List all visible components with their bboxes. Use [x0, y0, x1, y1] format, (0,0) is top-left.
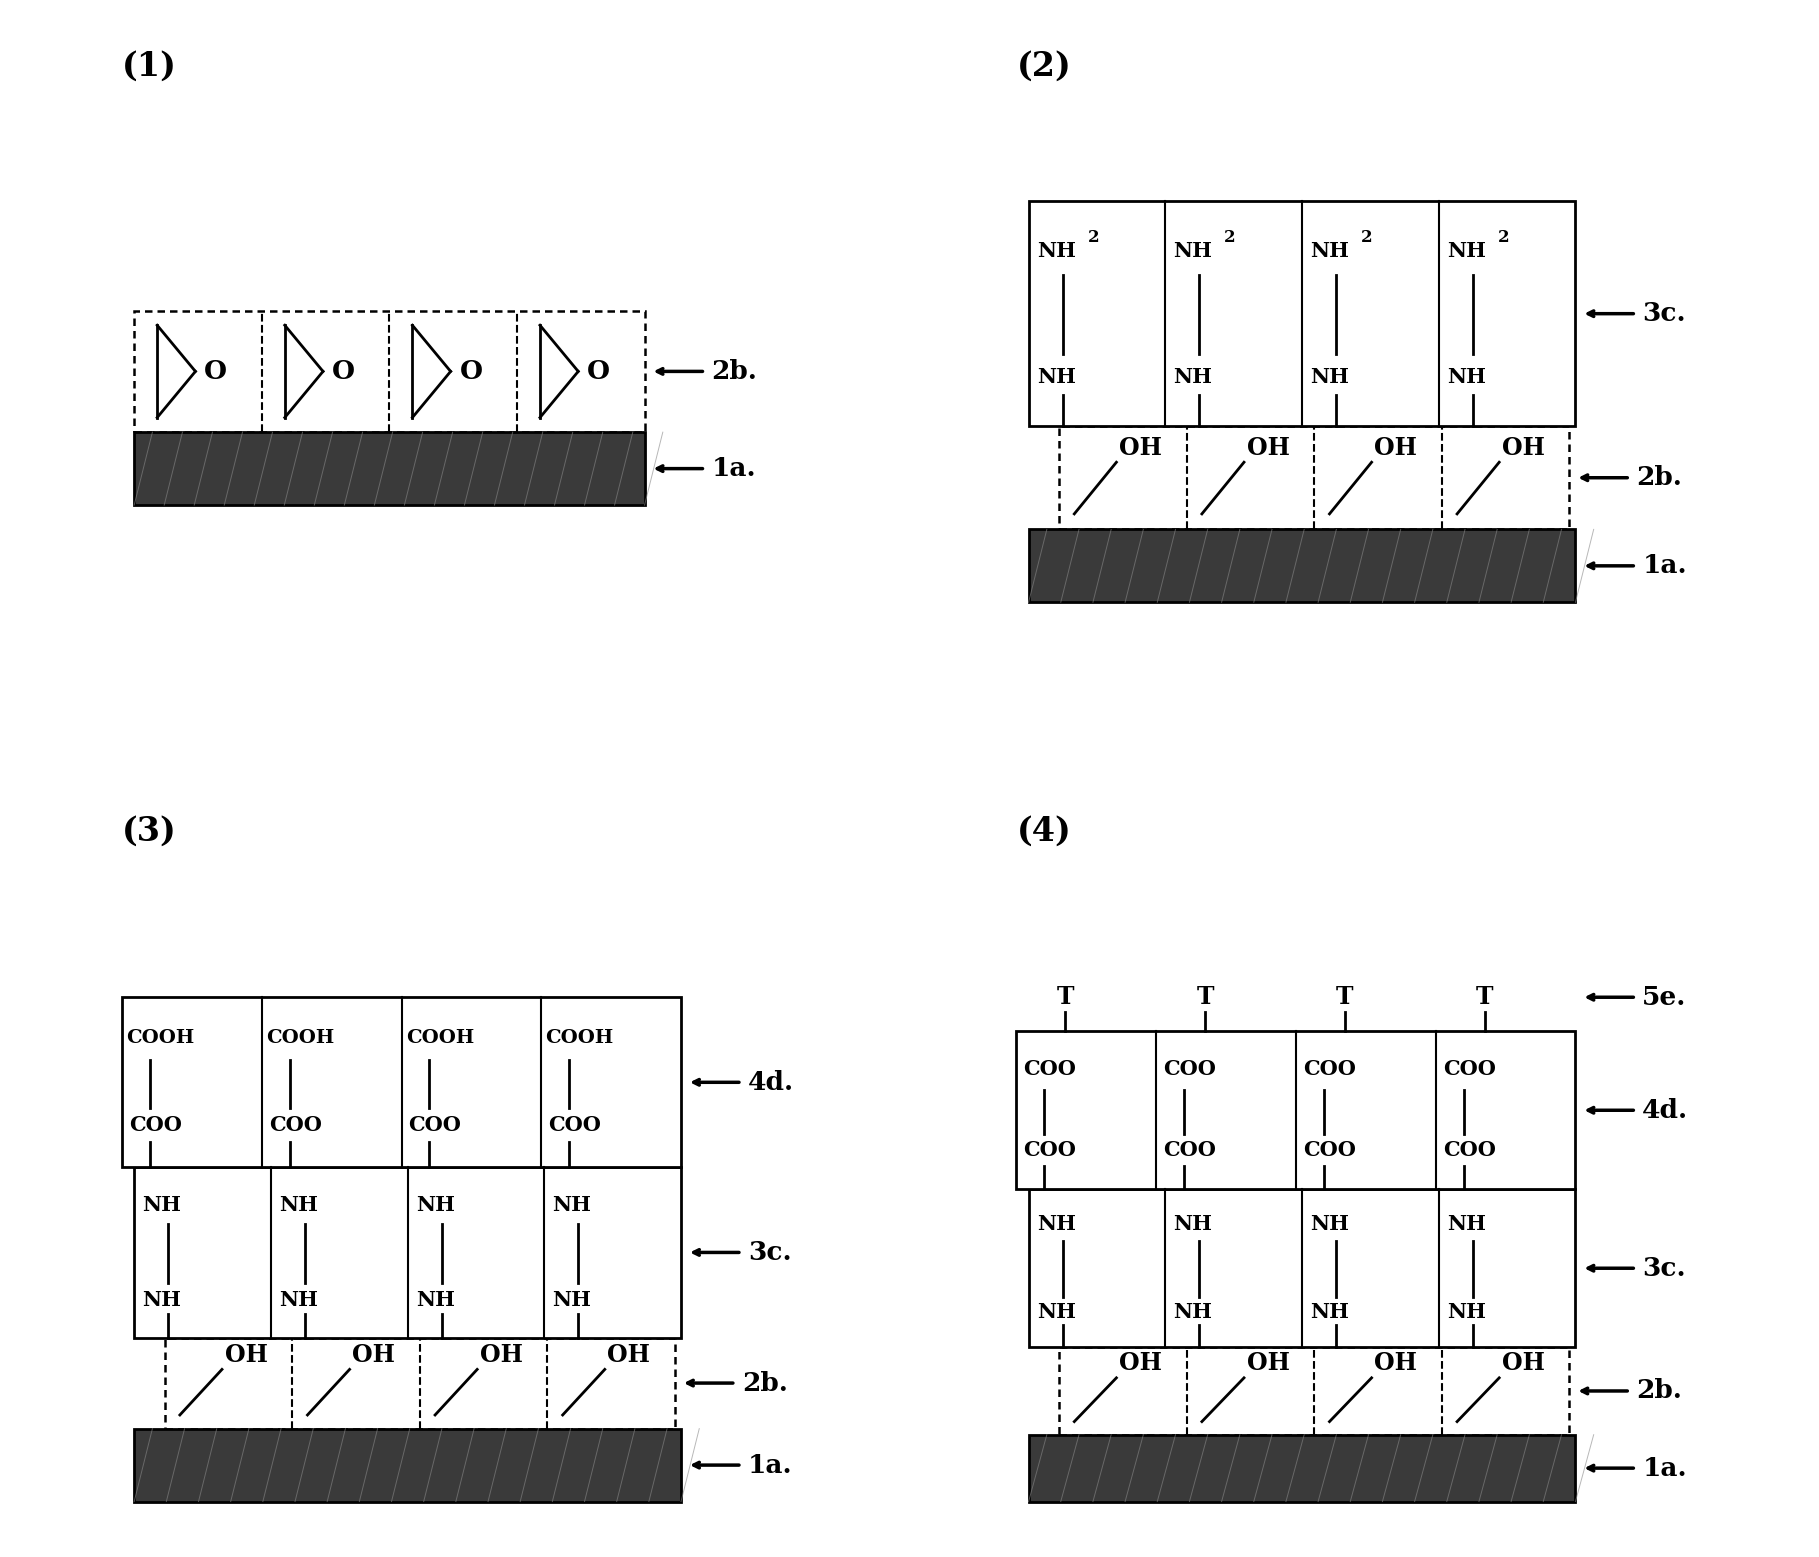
- Bar: [135, 311, 644, 433]
- Text: COOH: COOH: [266, 1029, 335, 1046]
- Text: T: T: [1057, 986, 1073, 1009]
- Text: (4): (4): [1017, 814, 1071, 849]
- Bar: [164, 1337, 675, 1429]
- Text: 3c.: 3c.: [1643, 1256, 1686, 1281]
- Text: NH: NH: [1310, 1303, 1350, 1322]
- Text: OH: OH: [1246, 1351, 1290, 1375]
- Text: 1a.: 1a.: [1643, 553, 1686, 578]
- Bar: [1028, 1434, 1575, 1501]
- Text: (3): (3): [122, 814, 176, 849]
- Text: OH: OH: [608, 1344, 651, 1367]
- Text: NH: NH: [1310, 366, 1350, 386]
- Bar: [1017, 1031, 1575, 1190]
- Text: NH: NH: [1037, 241, 1075, 260]
- Text: COO: COO: [1024, 1140, 1077, 1160]
- Text: NH: NH: [142, 1291, 182, 1309]
- Bar: [1028, 529, 1575, 603]
- Text: 2: 2: [1361, 229, 1372, 246]
- Text: 3c.: 3c.: [748, 1239, 791, 1264]
- Text: OH: OH: [1373, 436, 1417, 459]
- Text: O: O: [588, 360, 609, 385]
- Text: NH: NH: [553, 1291, 591, 1309]
- Text: T: T: [1475, 986, 1493, 1009]
- Bar: [1059, 427, 1570, 529]
- Text: COOH: COOH: [406, 1029, 475, 1046]
- Text: NH: NH: [278, 1291, 318, 1309]
- Text: 2: 2: [1497, 229, 1510, 246]
- Text: OH: OH: [1119, 436, 1162, 459]
- Text: O: O: [331, 360, 355, 385]
- Text: NH: NH: [1037, 1303, 1075, 1322]
- Text: 2b.: 2b.: [1637, 1378, 1683, 1403]
- Text: 2: 2: [1224, 229, 1235, 246]
- Text: OH: OH: [353, 1344, 395, 1367]
- Text: COO: COO: [1302, 1059, 1355, 1079]
- Text: OH: OH: [1502, 436, 1544, 459]
- Text: COOH: COOH: [126, 1029, 195, 1046]
- Text: (1): (1): [122, 50, 176, 83]
- Text: NH: NH: [1173, 1303, 1213, 1322]
- Text: 5e.: 5e.: [1643, 984, 1686, 1010]
- Text: NH: NH: [278, 1194, 318, 1214]
- Text: 4d.: 4d.: [1643, 1098, 1688, 1123]
- Text: COO: COO: [1024, 1059, 1077, 1079]
- Text: NH: NH: [1446, 1303, 1486, 1322]
- Text: OH: OH: [1373, 1351, 1417, 1375]
- Text: NH: NH: [1037, 366, 1075, 386]
- Text: COOH: COOH: [546, 1029, 613, 1046]
- Text: 2b.: 2b.: [1637, 466, 1683, 490]
- Bar: [1028, 201, 1575, 427]
- Bar: [135, 433, 644, 504]
- Text: NH: NH: [1310, 1214, 1350, 1235]
- Text: NH: NH: [1310, 241, 1350, 260]
- Bar: [135, 1429, 680, 1501]
- Text: 1a.: 1a.: [748, 1453, 793, 1478]
- Text: NH: NH: [1446, 1214, 1486, 1235]
- Text: COO: COO: [1442, 1140, 1495, 1160]
- Text: 3c.: 3c.: [1643, 301, 1686, 325]
- Text: OH: OH: [224, 1344, 267, 1367]
- Bar: [135, 1168, 680, 1337]
- Text: NH: NH: [1173, 366, 1213, 386]
- Text: OH: OH: [1119, 1351, 1162, 1375]
- Text: 1a.: 1a.: [711, 456, 757, 481]
- Text: COO: COO: [1162, 1059, 1217, 1079]
- Bar: [1028, 1190, 1575, 1347]
- Text: 2b.: 2b.: [711, 360, 757, 385]
- Text: T: T: [1337, 986, 1353, 1009]
- Text: NH: NH: [1446, 241, 1486, 260]
- Text: OH: OH: [480, 1344, 522, 1367]
- Text: NH: NH: [1173, 241, 1213, 260]
- Text: COO: COO: [129, 1115, 182, 1135]
- Text: NH: NH: [1037, 1214, 1075, 1235]
- Text: NH: NH: [142, 1194, 182, 1214]
- Text: NH: NH: [1173, 1214, 1213, 1235]
- Text: COO: COO: [269, 1115, 322, 1135]
- Text: COO: COO: [1162, 1140, 1217, 1160]
- Text: 4d.: 4d.: [748, 1070, 795, 1095]
- Text: 1a.: 1a.: [1643, 1456, 1686, 1481]
- Text: OH: OH: [1502, 1351, 1544, 1375]
- Text: NH: NH: [417, 1291, 455, 1309]
- Text: O: O: [204, 360, 227, 385]
- Text: COO: COO: [1442, 1059, 1495, 1079]
- Bar: [1059, 1347, 1570, 1434]
- Text: NH: NH: [553, 1194, 591, 1214]
- Text: 2b.: 2b.: [742, 1370, 788, 1395]
- Text: T: T: [1197, 986, 1213, 1009]
- Text: COO: COO: [548, 1115, 600, 1135]
- Text: O: O: [460, 360, 482, 385]
- Text: NH: NH: [417, 1194, 455, 1214]
- Text: OH: OH: [1246, 436, 1290, 459]
- Text: (2): (2): [1017, 50, 1071, 83]
- Bar: [122, 996, 680, 1168]
- Text: COO: COO: [1302, 1140, 1355, 1160]
- Text: 2: 2: [1088, 229, 1099, 246]
- Text: COO: COO: [409, 1115, 462, 1135]
- Text: NH: NH: [1446, 366, 1486, 386]
